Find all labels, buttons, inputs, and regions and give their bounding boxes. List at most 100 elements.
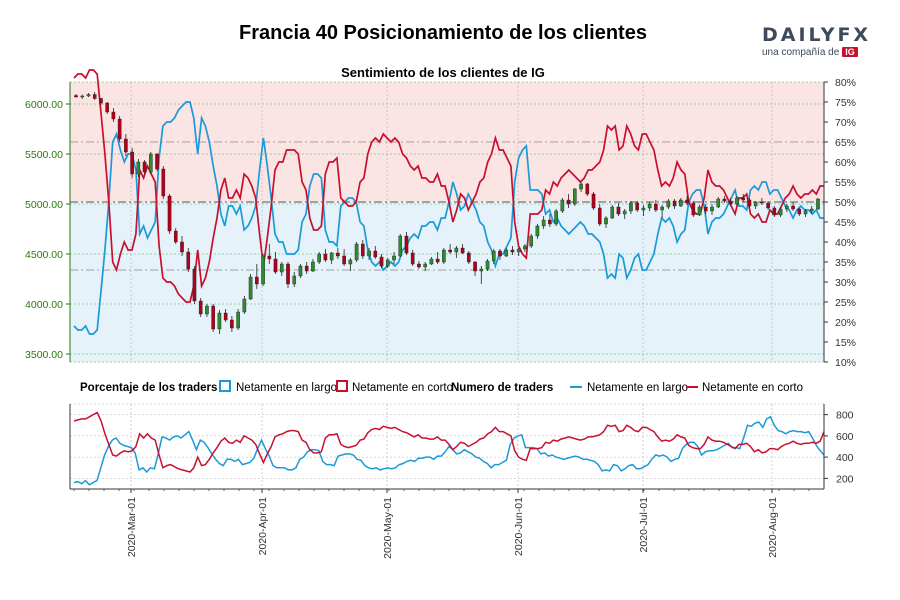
candle-body	[741, 197, 745, 201]
candle-body	[130, 151, 134, 175]
candle-body	[404, 235, 409, 254]
candle-body	[785, 205, 789, 210]
candle-body	[136, 161, 141, 175]
candle-body	[323, 253, 328, 261]
candle-body	[554, 210, 558, 225]
candle-body	[105, 102, 109, 113]
count-tick-label: 200	[836, 473, 854, 485]
candle-body	[161, 168, 166, 197]
candle-body	[491, 250, 496, 262]
candle-body	[535, 225, 540, 237]
brand-tagline-text: una compañía de	[762, 47, 840, 58]
pct-tick-label: 10%	[835, 357, 856, 369]
candle-body	[772, 207, 777, 216]
candle-body	[467, 252, 471, 263]
candle-body	[167, 195, 172, 232]
count-tick-label: 800	[836, 410, 854, 422]
price-tick-label: 4000.00	[25, 299, 63, 311]
candle-body	[92, 94, 97, 99]
candle-body	[279, 263, 284, 273]
candle-body	[248, 276, 253, 300]
candle-body	[367, 250, 371, 257]
x-tick-label: 2020-Aug-01	[767, 497, 779, 558]
legend-long-box-icon	[219, 380, 231, 392]
candle-body	[385, 259, 390, 267]
pct-tick-label: 65%	[835, 137, 856, 149]
pct-tick-label: 20%	[835, 317, 856, 329]
candle-body	[753, 201, 758, 207]
candle-body	[616, 206, 621, 215]
candle-body	[485, 260, 490, 270]
legend-short-box-icon	[336, 380, 348, 392]
candle-body	[336, 252, 340, 257]
brand-logo: DAILYFX una compañía de IG	[762, 24, 872, 58]
candle-body	[672, 200, 677, 207]
candle-body	[117, 118, 122, 140]
legend-count-short-label: Netamente en corto	[702, 382, 803, 394]
legend-count-long-label: Netamente en largo	[587, 382, 688, 394]
candle-body	[510, 249, 515, 253]
candle-body	[379, 256, 384, 267]
price-tick-label: 5000.00	[25, 199, 63, 211]
candle-body	[685, 199, 689, 204]
candle-body	[192, 268, 197, 302]
candle-body	[585, 183, 590, 195]
candle-body	[86, 94, 91, 97]
candle-body	[186, 251, 191, 270]
price-tick-label: 3500.00	[25, 349, 63, 361]
candle-body	[342, 255, 346, 265]
candle-body	[417, 263, 421, 268]
candle-body	[479, 268, 484, 272]
candle-body	[803, 210, 808, 215]
candle-body	[541, 219, 546, 227]
candle-body	[217, 312, 222, 330]
candle-body	[654, 203, 658, 211]
candle-body	[809, 208, 814, 212]
legend-count-label: Numero de traders	[451, 382, 553, 394]
x-tick-label: 2020-Jul-01	[638, 497, 650, 553]
candle-body	[448, 249, 452, 253]
candle-body	[791, 205, 795, 210]
candle-body	[660, 206, 664, 211]
candle-body	[205, 305, 209, 315]
candle-body	[566, 199, 571, 205]
candle-body	[622, 210, 627, 215]
candle-body	[304, 265, 309, 272]
candle-body	[142, 161, 147, 173]
candle-body	[760, 201, 764, 204]
candle-body	[766, 202, 770, 209]
pct-tick-label: 40%	[835, 237, 856, 249]
brand-tagline: una compañía de IG	[762, 47, 872, 58]
pct-tick-label: 15%	[835, 337, 856, 349]
candle-body	[236, 311, 240, 329]
long-count-line	[73, 415, 825, 486]
candle-body	[442, 249, 446, 263]
candle-body	[548, 219, 552, 225]
candle-body	[691, 202, 696, 216]
candle-body	[816, 198, 820, 210]
candle-body	[223, 312, 228, 321]
candle-body	[361, 243, 365, 257]
pct-tick-label: 75%	[835, 97, 856, 109]
candle-body	[261, 255, 265, 285]
candle-body	[410, 252, 415, 265]
legend-pct-label: Porcentaje de los traders	[80, 382, 217, 394]
candle-body	[523, 245, 527, 250]
candle-body	[155, 153, 159, 170]
legend-short-label: Netamente en corto	[352, 382, 453, 394]
candle-body	[80, 95, 85, 98]
candle-body	[504, 249, 509, 257]
candle-body	[597, 207, 602, 225]
candle-body	[473, 261, 477, 272]
candle-body	[348, 259, 353, 265]
bottom-panel: 200 400 600 800	[69, 403, 854, 489]
candle-body	[722, 198, 727, 202]
candle-body	[286, 263, 290, 285]
x-tick-label: 2020-Mar-01	[126, 497, 138, 557]
candle-body	[317, 253, 321, 263]
candle-body	[604, 217, 608, 225]
candle-body	[423, 263, 427, 268]
candle-body	[498, 250, 502, 257]
candle-body	[124, 138, 128, 153]
candle-body	[111, 111, 116, 120]
